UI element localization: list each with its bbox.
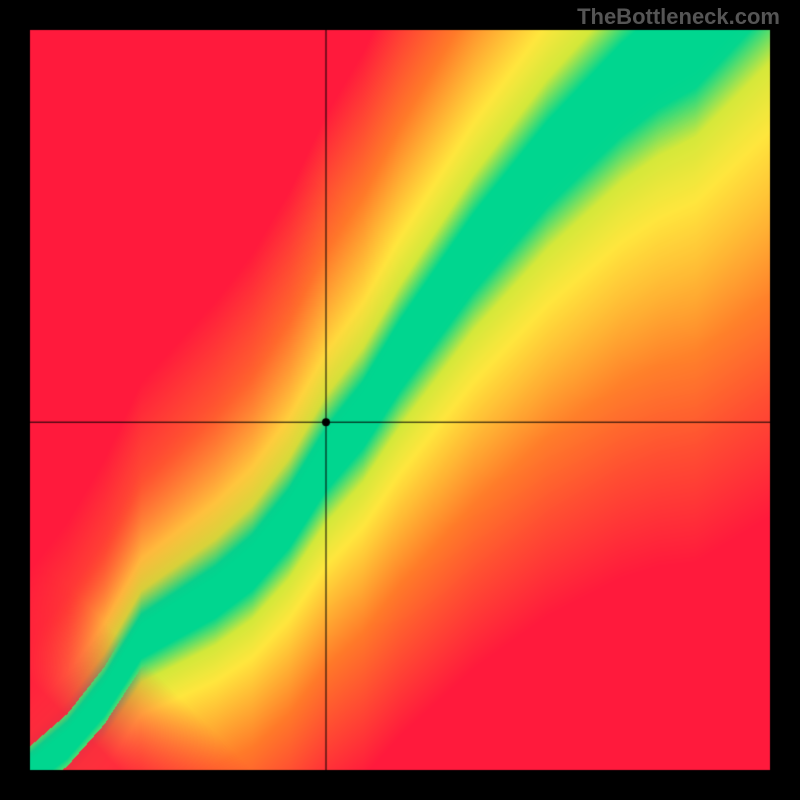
bottleneck-heatmap xyxy=(0,0,800,800)
chart-container: TheBottleneck.com xyxy=(0,0,800,800)
watermark-text: TheBottleneck.com xyxy=(577,4,780,30)
